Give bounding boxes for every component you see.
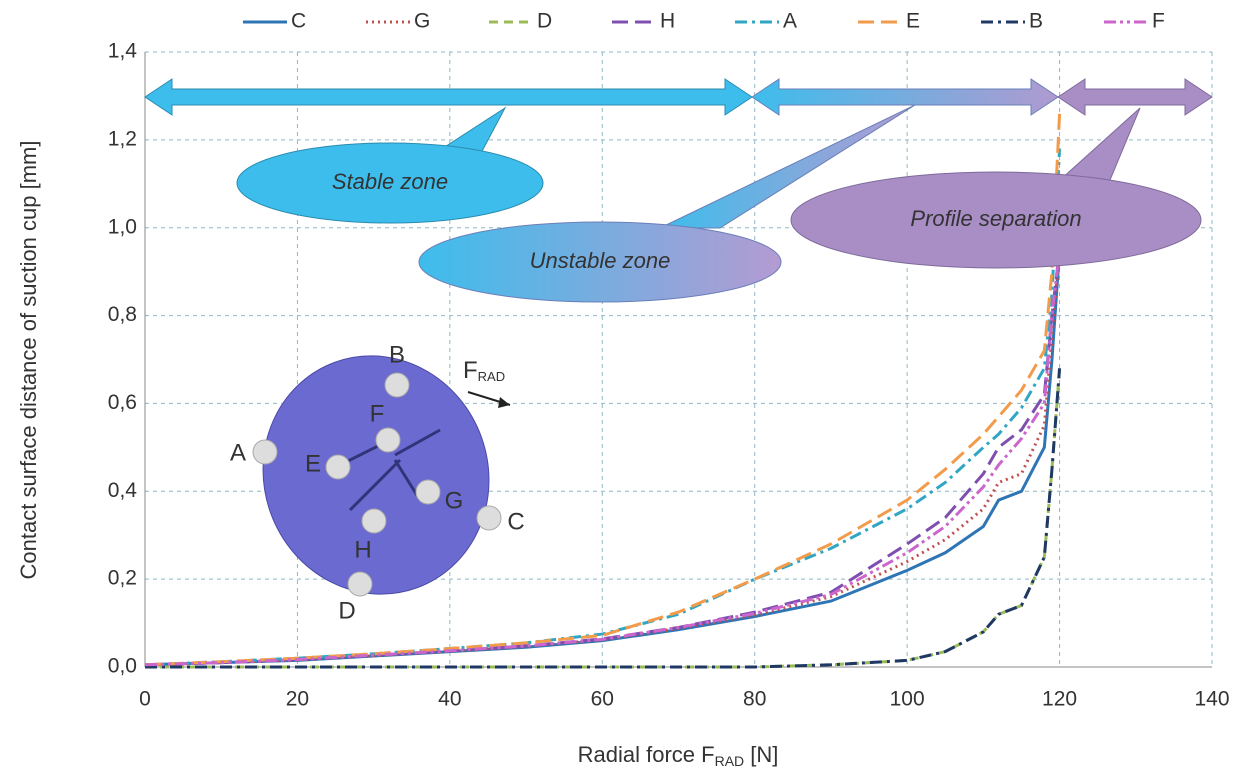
callout-pointer bbox=[1060, 108, 1140, 180]
point-marker bbox=[253, 440, 277, 464]
point-marker bbox=[348, 572, 372, 596]
legend-label: A bbox=[783, 10, 797, 33]
legend-label: E bbox=[906, 10, 920, 33]
legend-label: C bbox=[291, 10, 306, 33]
y-tick-label: 1,2 bbox=[108, 127, 137, 150]
point-label: F bbox=[370, 400, 385, 427]
y-tick-label: 0,2 bbox=[108, 567, 137, 590]
x-tick-label: 20 bbox=[286, 688, 309, 711]
x-tick-label: 60 bbox=[591, 688, 614, 711]
y-tick-label: 0,6 bbox=[108, 391, 137, 414]
force-label: FRAD bbox=[463, 357, 505, 384]
point-marker bbox=[416, 480, 440, 504]
force-arrow-head bbox=[498, 397, 510, 408]
x-tick-label: 120 bbox=[1042, 688, 1077, 711]
point-marker bbox=[477, 506, 501, 530]
point-label: B bbox=[389, 341, 405, 368]
force-symbol: F bbox=[463, 357, 478, 384]
annotation: Profile separation bbox=[910, 206, 1081, 231]
x-axis-title-unit: [N] bbox=[744, 742, 778, 767]
zone-arrow bbox=[145, 79, 752, 115]
legend-label: G bbox=[414, 10, 430, 33]
y-tick-label: 0,8 bbox=[108, 303, 137, 326]
y-tick-label: 1,0 bbox=[108, 215, 137, 238]
point-marker bbox=[385, 373, 409, 397]
legend-label: F bbox=[1152, 10, 1165, 33]
y-tick-label: 0,4 bbox=[108, 479, 138, 502]
inset-diagram: A B C D E F G H FRAD bbox=[230, 324, 525, 626]
legend-label: B bbox=[1029, 10, 1043, 33]
zone-arrow bbox=[1058, 79, 1212, 115]
annotation: Unstable zone bbox=[530, 248, 671, 273]
point-label: C bbox=[507, 508, 524, 535]
point-marker bbox=[376, 428, 400, 452]
point-label: D bbox=[338, 597, 355, 624]
legend-label: D bbox=[537, 10, 552, 33]
chart: A B C D E F G H FRAD Stable zone Unstabl… bbox=[0, 0, 1246, 778]
annotation: Stable zone bbox=[332, 169, 448, 194]
x-tick-label: 100 bbox=[890, 688, 925, 711]
y-tick-label: 1,4 bbox=[108, 40, 138, 63]
x-axis-title: Radial force FRAD [N] bbox=[578, 742, 779, 769]
point-label: A bbox=[230, 439, 246, 466]
x-tick-label: 80 bbox=[743, 688, 766, 711]
x-tick-label: 0 bbox=[139, 688, 151, 711]
x-tick-label: 40 bbox=[438, 688, 461, 711]
legend-label: H bbox=[660, 10, 675, 33]
x-tick-label: 140 bbox=[1194, 688, 1229, 711]
point-marker bbox=[362, 509, 386, 533]
x-axis-title-main: Radial force F bbox=[578, 742, 715, 767]
point-label: H bbox=[354, 536, 371, 563]
force-subscript: RAD bbox=[478, 369, 505, 384]
point-label: E bbox=[305, 450, 321, 477]
point-label: G bbox=[445, 487, 464, 514]
point-marker bbox=[326, 455, 350, 479]
y-axis-title: Contact surface distance of suction cup … bbox=[16, 141, 41, 580]
y-tick-label: 0,0 bbox=[108, 655, 137, 678]
x-axis-title-sub: RAD bbox=[715, 753, 745, 769]
